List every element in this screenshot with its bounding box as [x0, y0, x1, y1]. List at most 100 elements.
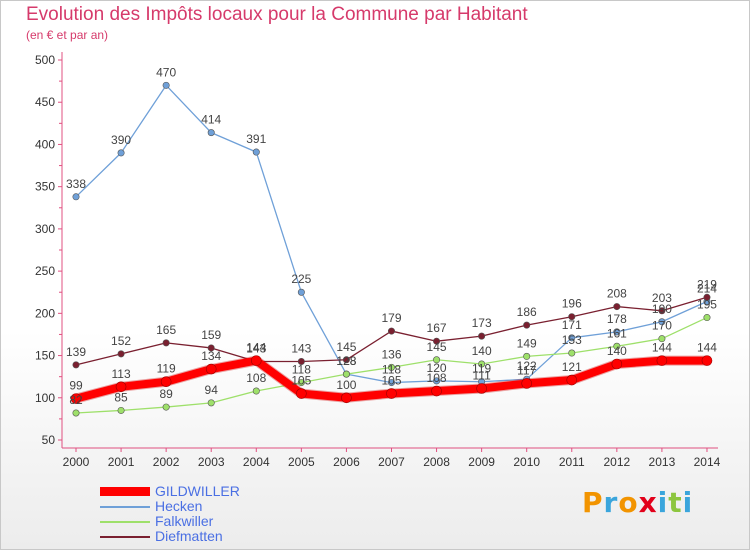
data-point-hecken	[658, 318, 666, 326]
brand-letter: t	[668, 486, 683, 519]
data-point-hecken	[117, 149, 125, 157]
brand-letter: P	[582, 486, 604, 519]
data-point-falkwiller	[568, 349, 576, 357]
data-point-hecken	[433, 377, 441, 385]
data-point-gildwiller	[386, 388, 397, 399]
data-point-hecken	[297, 288, 305, 296]
brand-letter: i	[682, 486, 694, 519]
data-label-hecken: 190	[652, 302, 672, 316]
data-label-falkwiller: 170	[652, 319, 672, 333]
data-label-gildwiller: 108	[427, 371, 447, 385]
data-point-diefmatten	[613, 303, 621, 311]
data-point-falkwiller	[297, 379, 305, 387]
data-label-falkwiller: 140	[472, 344, 492, 358]
brand-logo: Proxiti	[582, 486, 693, 519]
y-tick-label: 400	[35, 137, 55, 151]
data-label-falkwiller: 145	[427, 340, 447, 354]
data-point-diefmatten	[568, 313, 576, 321]
data-point-gildwiller	[296, 388, 307, 399]
data-point-gildwiller	[476, 383, 487, 394]
data-point-hecken	[162, 81, 170, 89]
legend-label: GILDWILLER	[155, 483, 240, 499]
y-tick-label: 500	[35, 53, 55, 67]
y-tick-label: 100	[35, 391, 55, 405]
brand-letter: r	[603, 486, 619, 519]
data-label-gildwiller: 121	[562, 360, 582, 374]
data-label-falkwiller: 161	[607, 326, 627, 340]
data-label-gildwiller: 100	[336, 378, 356, 392]
data-label-gildwiller: 99	[69, 379, 83, 393]
data-point-diefmatten	[658, 307, 666, 315]
x-tick-label: 2011	[559, 455, 585, 469]
data-point-diefmatten	[703, 293, 711, 301]
legend-item-falkwiller: Falkwiller	[100, 513, 300, 529]
data-label-diefmatten: 219	[697, 277, 717, 291]
data-label-gildwiller: 144	[697, 341, 717, 355]
data-label-gildwiller: 134	[201, 349, 221, 363]
data-label-gildwiller: 144	[246, 341, 266, 355]
legend-item-gildwiller: GILDWILLER	[100, 483, 300, 499]
data-label-hecken: 214	[697, 282, 717, 296]
x-tick-label: 2003	[198, 455, 225, 469]
data-point-falkwiller	[342, 370, 350, 378]
data-label-gildwiller: 113	[111, 367, 130, 381]
data-point-gildwiller	[656, 355, 668, 366]
legend-label: Falkwiller	[155, 513, 214, 529]
data-label-hecken: 171	[562, 318, 582, 332]
y-tick-label: 350	[35, 180, 55, 194]
data-label-gildwiller: 111	[473, 368, 492, 382]
data-label-diefmatten: 145	[336, 340, 356, 354]
x-tick-label: 2002	[153, 455, 180, 469]
data-point-falkwiller	[117, 406, 125, 414]
data-point-falkwiller	[658, 335, 666, 343]
data-label-diefmatten: 186	[517, 305, 537, 319]
legend-swatch	[100, 521, 150, 523]
data-point-hecken	[72, 193, 80, 201]
legend-item-hecken: Hecken	[100, 498, 300, 514]
chart-title: Evolution des Impôts locaux pour la Comm…	[26, 4, 528, 25]
data-point-falkwiller	[387, 363, 395, 371]
data-label-falkwiller: 136	[381, 347, 401, 361]
data-label-diefmatten: 208	[607, 287, 627, 301]
data-label-falkwiller: 94	[205, 383, 219, 397]
data-label-diefmatten: 143	[246, 341, 266, 355]
data-point-gildwiller	[70, 393, 82, 404]
x-tick-label: 2010	[513, 455, 540, 469]
data-label-diefmatten: 179	[381, 311, 401, 325]
data-point-diefmatten	[117, 350, 125, 358]
data-label-hecken: 470	[156, 65, 176, 79]
data-point-falkwiller	[72, 409, 80, 417]
data-label-diefmatten: 143	[291, 341, 311, 355]
data-point-diefmatten	[207, 344, 215, 352]
data-label-diefmatten: 152	[111, 334, 131, 348]
x-tick-label: 2005	[288, 455, 315, 469]
y-tick-label: 450	[35, 95, 55, 109]
data-label-hecken: 128	[336, 354, 356, 368]
data-point-diefmatten	[433, 337, 441, 345]
data-label-falkwiller: 128	[336, 354, 356, 368]
data-point-falkwiller	[523, 352, 531, 360]
y-tick-label: 250	[35, 264, 55, 278]
data-label-falkwiller: 85	[114, 390, 128, 404]
data-label-falkwiller: 149	[517, 336, 537, 350]
x-tick-label: 2012	[603, 455, 630, 469]
legend-label: Diefmatten	[155, 528, 223, 544]
data-label-gildwiller: 119	[157, 362, 176, 376]
data-point-diefmatten	[162, 339, 170, 347]
data-label-diefmatten: 167	[427, 321, 447, 335]
data-label-diefmatten: 196	[562, 297, 582, 311]
data-label-diefmatten: 165	[156, 323, 176, 337]
data-label-hecken: 178	[607, 312, 627, 326]
data-point-gildwiller	[250, 355, 262, 366]
data-point-falkwiller	[207, 399, 215, 407]
data-label-gildwiller: 140	[607, 344, 627, 358]
data-label-falkwiller: 108	[246, 371, 266, 385]
data-label-hecken: 118	[382, 363, 401, 377]
data-point-gildwiller	[115, 381, 127, 393]
legend-swatch	[100, 506, 150, 508]
legend-swatch	[100, 487, 150, 496]
data-point-hecken	[387, 379, 395, 387]
data-point-hecken	[613, 328, 621, 336]
data-label-falkwiller: 118	[292, 363, 311, 377]
